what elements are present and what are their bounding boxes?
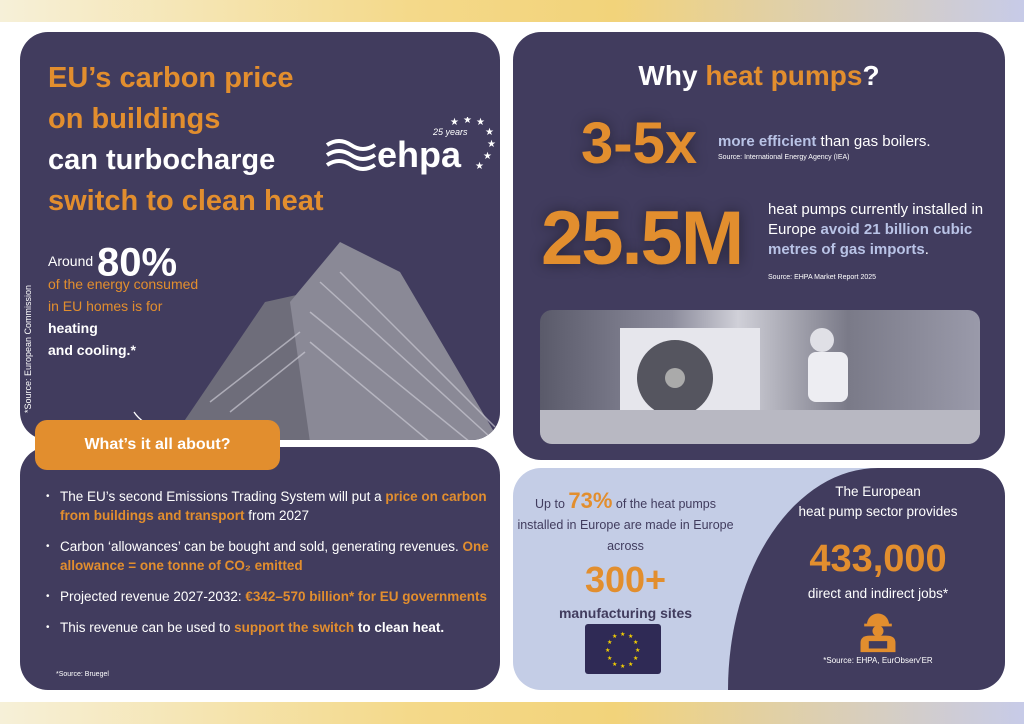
svg-text:★: ★ [475,161,484,172]
svg-text:★: ★ [633,655,638,662]
stat-prefix: Around [48,253,94,269]
svg-text:★: ★ [620,631,625,638]
bottom-band [0,702,1024,724]
jobs-label: direct and indirect jobs* [807,586,949,601]
svg-text:★: ★ [633,639,638,646]
stat-text: in EU homes is for [48,298,163,315]
svg-text:★: ★ [607,639,612,646]
svg-text:★: ★ [607,655,612,662]
svg-text:★: ★ [485,127,494,138]
tower-block-image [171,242,499,440]
list-item: Carbon ‘allowances’ can be bought and so… [46,537,491,575]
source-note: Source: EHPA Market Report 2025 [768,274,877,281]
headline-line: switch to clean heat [48,185,324,217]
about-list: The EU’s second Emissions Trading System… [46,487,491,649]
stat-efficiency-text: more efficient than gas boilers. Source:… [718,133,931,161]
svg-text:25 years: 25 years [432,127,468,137]
svg-text:★: ★ [476,117,485,128]
headline-line: can turbocharge [48,144,276,176]
svg-text:★: ★ [628,661,633,668]
headline-line: on buildings [48,103,221,135]
source-note: *Source: EHPA, EurObserv'ER [823,656,933,665]
stat-text: of the energy consumed [48,276,199,293]
stat-text: and cooling.* [48,342,136,359]
svg-text:★: ★ [450,117,459,128]
stat-efficiency-value: 3-5x [581,111,698,176]
about-panel: The EU’s second Emissions Trading System… [20,447,500,690]
svg-text:★: ★ [635,647,640,654]
svg-text:★: ★ [612,661,617,668]
stat-80-percent: Around 80% of the energy consumed in EU … [48,242,248,361]
jobs-stat: The European heat pump sector provides 4… [753,482,1003,666]
worker-icon [860,613,896,653]
carbon-price-panel: EU’s carbon price on buildings can turbo… [20,32,500,440]
heat-pump-installer-photo [540,310,980,444]
section-title: Why heat pumps? [638,60,880,91]
source-note: *Source: Bruegel [56,671,109,678]
top-band [0,0,1024,22]
svg-text:ehpa: ehpa [377,134,462,175]
svg-text:★: ★ [605,647,610,654]
list-item: This revenue can be used to support the … [46,618,491,637]
ehpa-logo: ehpa 25 years ★ ★ ★★★★★ [325,117,496,175]
source-note: *Source: European Commission [23,284,34,414]
manufacturing-jobs-panel: Up to 73% of the heat pumps installed in… [513,468,1005,690]
stat-text: heating [48,320,98,337]
stat-installed-text: heat pumps currently installed in Europe… [768,200,988,288]
svg-text:★: ★ [463,117,472,126]
jobs-value: 433,000 [809,538,947,580]
why-heat-pumps-panel: Why heat pumps? 3-5x more efficient than… [513,32,1005,460]
svg-text:★: ★ [612,633,617,640]
svg-text:★: ★ [483,151,492,162]
manufacturing-sites-value: 300+ [584,559,667,600]
stat-installed-value: 25.5M [541,196,744,281]
manufacturing-stat: Up to 73% of the heat pumps installed in… [513,490,738,624]
list-item: The EU’s second Emissions Trading System… [46,487,491,525]
eu-flag-icon: ★ ★★★★★★★★★★★ [585,624,661,674]
headline: EU’s carbon price on buildings can turbo… [48,58,324,222]
source-note: Source: International Energy Agency (IEA… [718,154,850,161]
list-item: Projected revenue 2027-2032: €342–570 bi… [46,587,491,606]
manufacturing-sites-label: manufacturing sites [558,605,693,621]
svg-text:★: ★ [628,633,633,640]
headline-line: EU’s carbon price [48,62,294,94]
svg-text:★: ★ [487,139,496,150]
stat-value: 80% [97,240,178,285]
svg-text:★: ★ [620,663,625,670]
whats-it-all-about-button[interactable]: What’s it all about? [35,420,280,470]
